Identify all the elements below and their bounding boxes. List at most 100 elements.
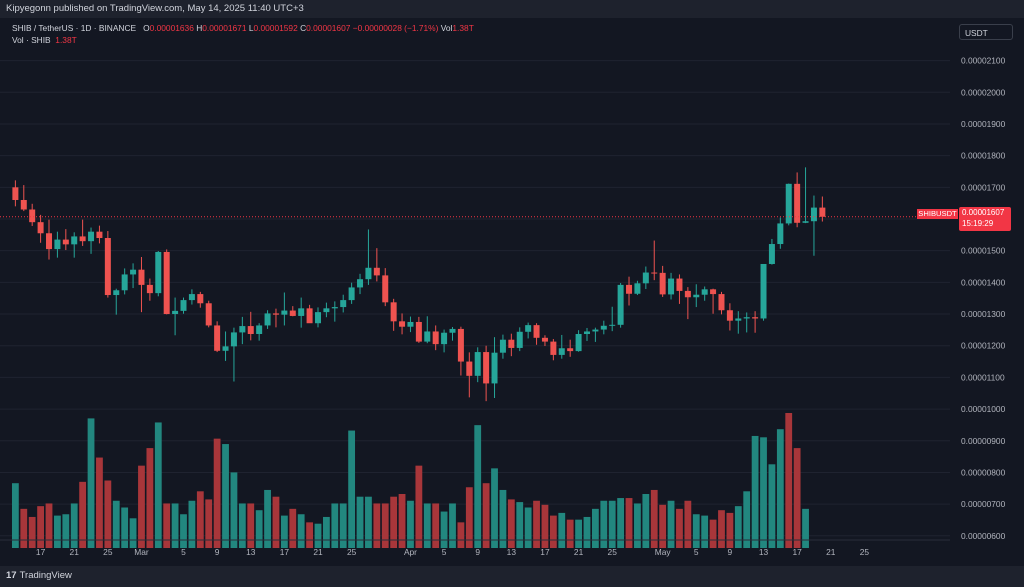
candle-body — [676, 278, 683, 291]
candle-body — [214, 325, 221, 351]
volume-bar — [516, 502, 524, 548]
time-tick-label: 17 — [36, 547, 46, 557]
volume-bar — [45, 503, 53, 548]
volume-bar — [482, 483, 490, 548]
candle-body — [373, 267, 380, 276]
volume-bar — [121, 507, 129, 548]
volume-bar — [507, 499, 515, 548]
time-tick-label: Apr — [404, 547, 417, 557]
volume-bar — [96, 457, 103, 548]
volume-bar — [348, 430, 356, 548]
candle-body — [96, 231, 103, 239]
volume-bar — [62, 514, 70, 548]
volume-bar — [230, 472, 238, 548]
price-tick-label: 0.00001300 — [961, 309, 1006, 319]
candle-body — [365, 267, 372, 280]
symbol-name[interactable]: SHIB / TetherUS · 1D · BINANCE — [12, 23, 137, 33]
candle-body — [743, 317, 750, 319]
candles — [12, 167, 826, 402]
time-tick-label: 17 — [792, 547, 802, 557]
volume-bar — [617, 498, 625, 548]
candle-body — [29, 209, 36, 223]
candle-body — [239, 326, 246, 333]
volume-bar — [37, 506, 44, 548]
candle-body — [634, 283, 641, 294]
tradingview-logo[interactable]: 17 TradingView — [6, 570, 72, 581]
time-tick-label: 21 — [826, 547, 836, 557]
candle-body — [79, 236, 86, 242]
time-tick-label: 9 — [475, 547, 480, 557]
volume-series-label[interactable]: Vol · SHIB — [12, 35, 51, 45]
volume-bar — [549, 515, 557, 548]
volume-bar — [154, 422, 162, 548]
volume-bar — [726, 512, 734, 548]
price-chart[interactable]: 0.00000600 0.00000700 0.00000800 0.00000900… — [0, 18, 1024, 566]
volume-bar — [449, 503, 456, 548]
candle-body — [323, 308, 330, 313]
volume-bar — [306, 522, 313, 548]
volume-bar — [20, 508, 28, 548]
publisher-bar: Kipyegonn published on TradingView.com, … — [0, 0, 1024, 18]
publisher-text: Kipyegonn published on TradingView.com, … — [6, 3, 304, 14]
candle-body — [651, 272, 658, 274]
volume-bar — [667, 500, 675, 548]
candle-body — [357, 279, 364, 288]
footer-bar: 17 TradingView — [0, 566, 1024, 587]
candle-body — [407, 321, 414, 327]
candle-body — [752, 317, 759, 319]
volume-bar — [423, 503, 431, 548]
candle-body — [62, 239, 69, 245]
price-tick-label: 0.00000600 — [961, 531, 1006, 541]
symbol-price-label: SHIBUSDT — [917, 209, 958, 219]
price-tick-label: 0.00001400 — [961, 277, 1006, 287]
candle-body — [415, 321, 422, 342]
candle-body — [230, 332, 237, 347]
candle-body — [718, 294, 725, 311]
candle-body — [457, 328, 464, 362]
candle-body — [525, 325, 532, 332]
volume-bar — [524, 507, 532, 548]
price-tick-label: 0.00002000 — [961, 87, 1006, 97]
candle-body — [508, 339, 515, 348]
volume-bar — [575, 519, 582, 548]
vol-label: Vol — [440, 23, 453, 33]
open-label: O — [143, 23, 150, 33]
candle-body — [617, 284, 624, 325]
volume-bar — [793, 448, 801, 548]
candle-body — [802, 221, 809, 223]
volume-bar — [373, 503, 381, 548]
volume-bar — [28, 516, 36, 548]
close-label: C — [300, 23, 307, 33]
volume-bar — [474, 425, 482, 548]
candle-body — [37, 222, 44, 234]
volume-bar — [734, 506, 742, 548]
volume-bar — [79, 481, 87, 548]
volume-bar — [634, 503, 641, 548]
volume-bar — [390, 496, 398, 548]
volume-bar — [222, 444, 229, 548]
price-tick-label: 0.00001900 — [961, 119, 1006, 129]
candle-body — [483, 352, 490, 384]
volume-bar — [558, 512, 566, 548]
volume-bar — [600, 500, 608, 548]
ohlc-legend: SHIB / TetherUS · 1D · BINANCE O0.000016… — [12, 23, 474, 33]
candle-body — [197, 294, 204, 304]
currency-button[interactable]: USDT — [959, 24, 1013, 40]
volume-bar — [129, 518, 137, 548]
volume-bar — [339, 503, 347, 548]
candle-body — [499, 339, 506, 353]
candle-body — [46, 233, 53, 250]
candle-body — [188, 294, 195, 301]
low-value: 0.00001592 — [253, 23, 298, 33]
volume-bar — [591, 508, 599, 548]
volume-bar — [533, 500, 540, 548]
volume-bar — [297, 514, 305, 548]
candle-body — [491, 352, 498, 384]
candle-body — [768, 244, 775, 264]
candle-body — [533, 325, 540, 338]
tradingview-logo-mark: 17 — [6, 570, 17, 581]
candle-body — [180, 300, 187, 311]
volume-bar — [398, 494, 406, 548]
volume-bar — [760, 437, 767, 548]
candle-body — [424, 331, 431, 342]
